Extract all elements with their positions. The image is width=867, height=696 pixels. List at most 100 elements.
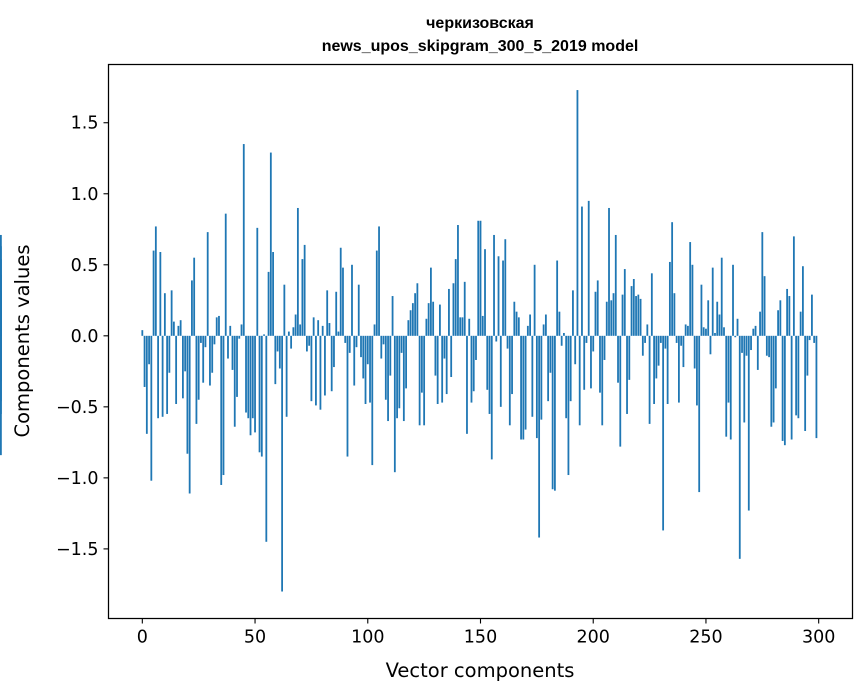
bar [630, 286, 633, 336]
bar [632, 279, 635, 336]
bar [813, 335, 816, 343]
bar [182, 335, 184, 399]
bar [267, 271, 270, 336]
bar [364, 335, 367, 404]
bar [369, 335, 371, 403]
bar [441, 335, 444, 403]
bar [772, 335, 775, 423]
bar [768, 335, 770, 358]
chart-title: черкизовская [426, 15, 534, 32]
bar [495, 335, 498, 342]
bar [303, 244, 306, 336]
bar [265, 335, 268, 542]
bar [529, 314, 531, 336]
bar [815, 335, 818, 439]
bar [578, 335, 581, 426]
bar [738, 335, 741, 559]
bar [269, 152, 272, 336]
bar [342, 267, 344, 336]
bar [583, 335, 586, 390]
bar [626, 335, 628, 414]
bar [191, 280, 193, 336]
bar [736, 318, 739, 336]
bar [193, 257, 196, 336]
bar [306, 335, 308, 352]
bar [811, 294, 813, 336]
bar [544, 314, 547, 336]
bar [353, 335, 356, 386]
y-tick-label: 0.5 [71, 256, 99, 276]
bar [292, 327, 295, 336]
bar [520, 335, 522, 440]
bar [299, 324, 302, 336]
bar [554, 335, 556, 491]
bar [759, 311, 761, 336]
bar [463, 281, 466, 336]
bar [774, 335, 777, 389]
bar [333, 335, 335, 368]
bar [283, 284, 286, 336]
bar [175, 335, 178, 404]
bar [454, 259, 457, 336]
bar [416, 283, 419, 336]
bar [260, 335, 263, 457]
bar [635, 296, 637, 336]
bar [682, 335, 685, 368]
bar [240, 324, 243, 336]
bar [662, 335, 665, 531]
bar [166, 335, 169, 414]
bar [321, 325, 324, 336]
bar [693, 335, 696, 369]
bar [691, 264, 694, 336]
bar [475, 335, 477, 360]
bar [382, 335, 385, 345]
bar [786, 288, 789, 336]
bar [211, 335, 214, 373]
bar [770, 335, 773, 427]
bar [301, 259, 304, 336]
bar [490, 335, 493, 460]
bar [734, 335, 737, 338]
bar [263, 334, 265, 336]
bar [698, 335, 701, 493]
bar [461, 317, 464, 336]
bar [168, 335, 171, 373]
bar [148, 335, 150, 365]
bar [617, 335, 619, 383]
bar [484, 249, 486, 336]
bar [362, 335, 365, 379]
bar [294, 314, 297, 336]
bar [411, 303, 414, 336]
bar [0, 330, 2, 336]
bar [678, 335, 680, 403]
bar [732, 264, 734, 336]
bar [0, 335, 2, 382]
bar [360, 335, 362, 358]
bars-group [0, 90, 818, 592]
bar [549, 335, 552, 373]
plot-frame [107, 63, 854, 620]
bar [398, 335, 401, 409]
bar [420, 335, 423, 393]
bar [779, 300, 782, 336]
bar [531, 335, 534, 417]
bar [319, 335, 322, 410]
bar [215, 317, 218, 336]
bar [763, 276, 766, 336]
bar [765, 335, 768, 356]
bar [754, 325, 757, 336]
bar [450, 335, 453, 378]
bar [777, 310, 779, 336]
bar [312, 317, 315, 336]
bar [653, 335, 655, 404]
bar [481, 315, 484, 336]
bar [623, 269, 626, 336]
bar [502, 260, 504, 336]
bar [808, 335, 811, 341]
bar [348, 335, 351, 353]
bar [245, 335, 247, 413]
bar [587, 200, 590, 336]
bar [576, 90, 579, 336]
bar [407, 320, 410, 336]
bar [538, 335, 541, 538]
